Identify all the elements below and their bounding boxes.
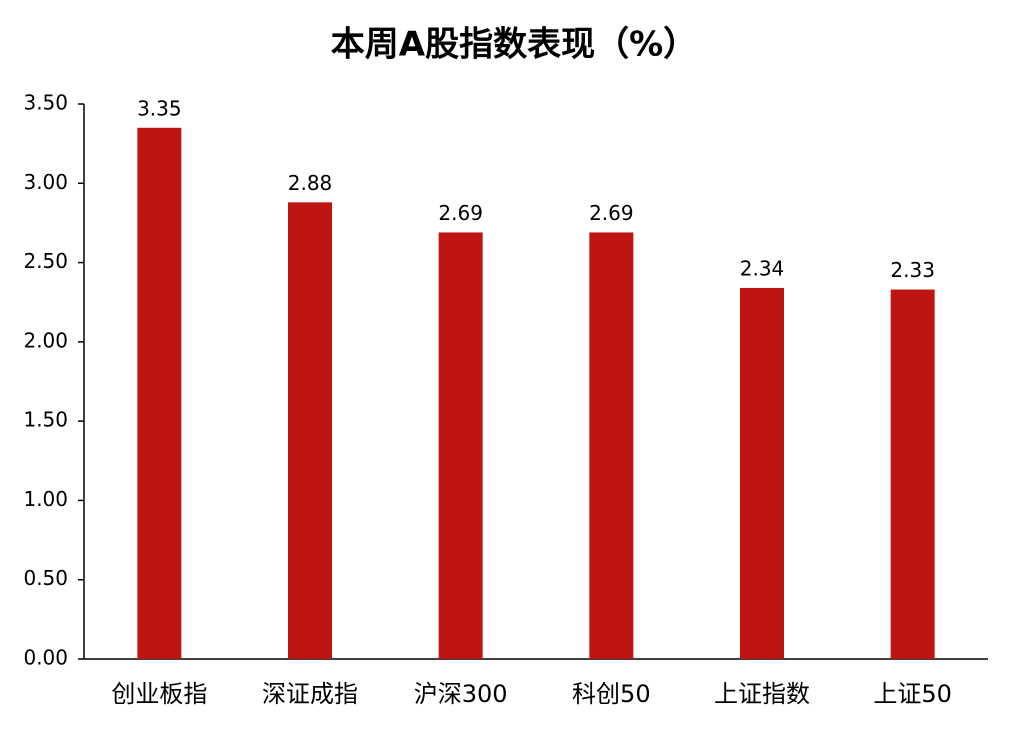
bar [589, 232, 634, 659]
y-tick-label: 2.00 [23, 328, 68, 352]
x-tick-label: 科创50 [572, 680, 651, 708]
bar [288, 202, 332, 660]
x-tick-label: 上证50 [873, 680, 952, 708]
bar [740, 287, 784, 659]
y-tick-label: 1.00 [23, 487, 68, 511]
y-tick-label: 1.50 [23, 408, 68, 432]
x-tick-label: 创业板指 [111, 680, 207, 708]
y-tick-label: 3.00 [23, 170, 68, 194]
value-label: 2.88 [288, 171, 333, 195]
x-tick-label: 沪深300 [414, 680, 508, 708]
value-label: 2.69 [589, 201, 634, 225]
bar [438, 232, 483, 659]
value-label: 2.34 [740, 256, 785, 280]
value-label: 2.69 [438, 201, 483, 225]
value-label: 2.33 [890, 258, 935, 282]
x-tick-label: 上证指数 [714, 680, 810, 708]
value-label: 3.35 [137, 96, 182, 120]
bar [137, 127, 182, 660]
y-tick-label: 0.00 [23, 646, 68, 670]
y-tick-label: 3.50 [23, 91, 68, 115]
bar [890, 289, 935, 659]
x-tick-label: 深证成指 [262, 680, 358, 708]
y-tick-label: 2.50 [23, 249, 68, 273]
y-tick-label: 0.50 [23, 566, 68, 590]
chart-title: 本周A股指数表现（%） [331, 25, 697, 65]
